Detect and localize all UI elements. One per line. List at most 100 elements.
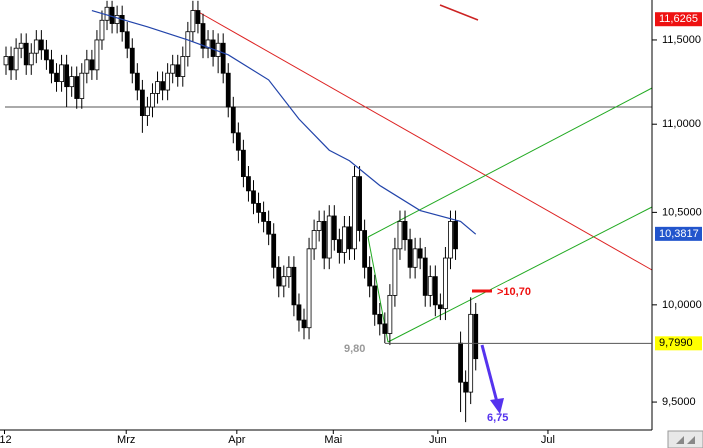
red-curve bbox=[439, 4, 479, 21]
icon-glyph bbox=[676, 436, 684, 444]
candle-body bbox=[448, 221, 453, 259]
candle-body bbox=[99, 19, 105, 41]
candle-body bbox=[296, 304, 302, 321]
channel-lower bbox=[387, 206, 653, 343]
x-tick-label: Apr bbox=[228, 434, 245, 446]
corner-icon bbox=[667, 430, 703, 448]
y-tick-label: 11,5000 bbox=[662, 34, 701, 46]
candle-body bbox=[367, 266, 373, 287]
candle-body bbox=[44, 49, 49, 61]
candle-body bbox=[79, 72, 85, 99]
candle-body bbox=[321, 221, 327, 259]
x-tick-label: Jul bbox=[541, 434, 555, 446]
candle-body bbox=[235, 132, 241, 151]
candle-body bbox=[49, 59, 54, 74]
candle-body bbox=[200, 23, 206, 49]
candle-body bbox=[251, 190, 256, 204]
candle-body bbox=[437, 304, 443, 310]
annotation: >10,70 bbox=[497, 286, 531, 298]
candle-body bbox=[240, 149, 246, 178]
candle-body bbox=[165, 72, 171, 91]
candle-body bbox=[195, 10, 201, 24]
candle-body bbox=[372, 285, 378, 315]
candle-body bbox=[443, 257, 448, 310]
candle-body bbox=[13, 47, 19, 71]
candle-body bbox=[402, 221, 408, 241]
candle-body bbox=[286, 266, 292, 278]
candle-body bbox=[427, 276, 433, 296]
candle-body bbox=[28, 52, 34, 66]
icon-glyph bbox=[687, 436, 695, 444]
arrow-head bbox=[490, 398, 504, 414]
y-tick-label: 10,0000 bbox=[662, 299, 702, 311]
candle-body bbox=[54, 72, 59, 83]
candle-body bbox=[382, 323, 388, 334]
candle-body bbox=[89, 59, 95, 71]
x-tick-label: Jun bbox=[429, 434, 447, 446]
candle-body bbox=[281, 276, 287, 287]
candle-body bbox=[352, 176, 357, 250]
candle-body bbox=[392, 248, 398, 296]
x-tick-label: Mai bbox=[324, 434, 342, 446]
candle-body bbox=[271, 233, 277, 268]
candle-body bbox=[412, 248, 418, 268]
x-tick-label: '12 bbox=[0, 434, 12, 446]
annotation: 9,80 bbox=[344, 343, 365, 355]
price-label: 9,7990 bbox=[659, 337, 693, 349]
price-label: 10,3817 bbox=[659, 228, 699, 240]
candle-body bbox=[256, 202, 261, 213]
candle-body bbox=[432, 276, 438, 306]
candle-body bbox=[362, 230, 368, 268]
x-tick-label: Mrz bbox=[117, 434, 135, 446]
candle-body bbox=[205, 39, 211, 49]
candle-body bbox=[291, 266, 297, 306]
candle-body bbox=[139, 89, 145, 117]
y-tick-label: 9,5000 bbox=[662, 396, 696, 408]
price-label-box bbox=[655, 226, 702, 241]
candle-body bbox=[175, 64, 181, 77]
candle-body bbox=[468, 313, 474, 393]
candle-body bbox=[150, 93, 155, 108]
candle-body bbox=[422, 257, 428, 296]
candle-body bbox=[336, 239, 342, 253]
plot bbox=[3, 0, 479, 423]
candle-body bbox=[220, 42, 226, 74]
price-label: 11,6265 bbox=[659, 13, 698, 25]
candle-body bbox=[377, 313, 383, 325]
y-tick-label: 11,0000 bbox=[662, 118, 701, 130]
candle-body bbox=[453, 221, 458, 250]
candle-body bbox=[397, 221, 403, 250]
candle-body bbox=[246, 176, 251, 192]
candle-body bbox=[33, 39, 39, 54]
candle-body bbox=[8, 56, 14, 71]
candle-body bbox=[463, 381, 469, 393]
candle-body bbox=[134, 72, 140, 91]
price-label-box bbox=[655, 336, 702, 351]
candle-body bbox=[18, 42, 24, 49]
candle-body bbox=[59, 64, 64, 83]
candle-body bbox=[155, 81, 160, 94]
candle-body bbox=[215, 42, 221, 57]
candle-body bbox=[185, 31, 191, 57]
candle-body bbox=[407, 239, 413, 268]
channel-upper bbox=[367, 87, 653, 238]
candle-body bbox=[124, 31, 130, 49]
candle-body bbox=[190, 10, 196, 33]
candle-body bbox=[225, 72, 231, 108]
candle-body bbox=[473, 313, 479, 360]
candle-body bbox=[276, 266, 282, 287]
candle-body bbox=[74, 76, 80, 99]
candle-body bbox=[180, 56, 186, 77]
candle-body bbox=[261, 211, 266, 222]
candle-body bbox=[64, 64, 70, 88]
annotation: 6,75 bbox=[487, 412, 508, 424]
resistance-trendline bbox=[194, 9, 653, 271]
candle-body bbox=[357, 176, 362, 231]
candle-body bbox=[3, 56, 9, 66]
icon-box bbox=[667, 430, 703, 448]
candle-body bbox=[387, 294, 393, 334]
candle-body bbox=[23, 42, 29, 66]
candle-body bbox=[69, 76, 75, 88]
candle-body bbox=[170, 64, 176, 74]
